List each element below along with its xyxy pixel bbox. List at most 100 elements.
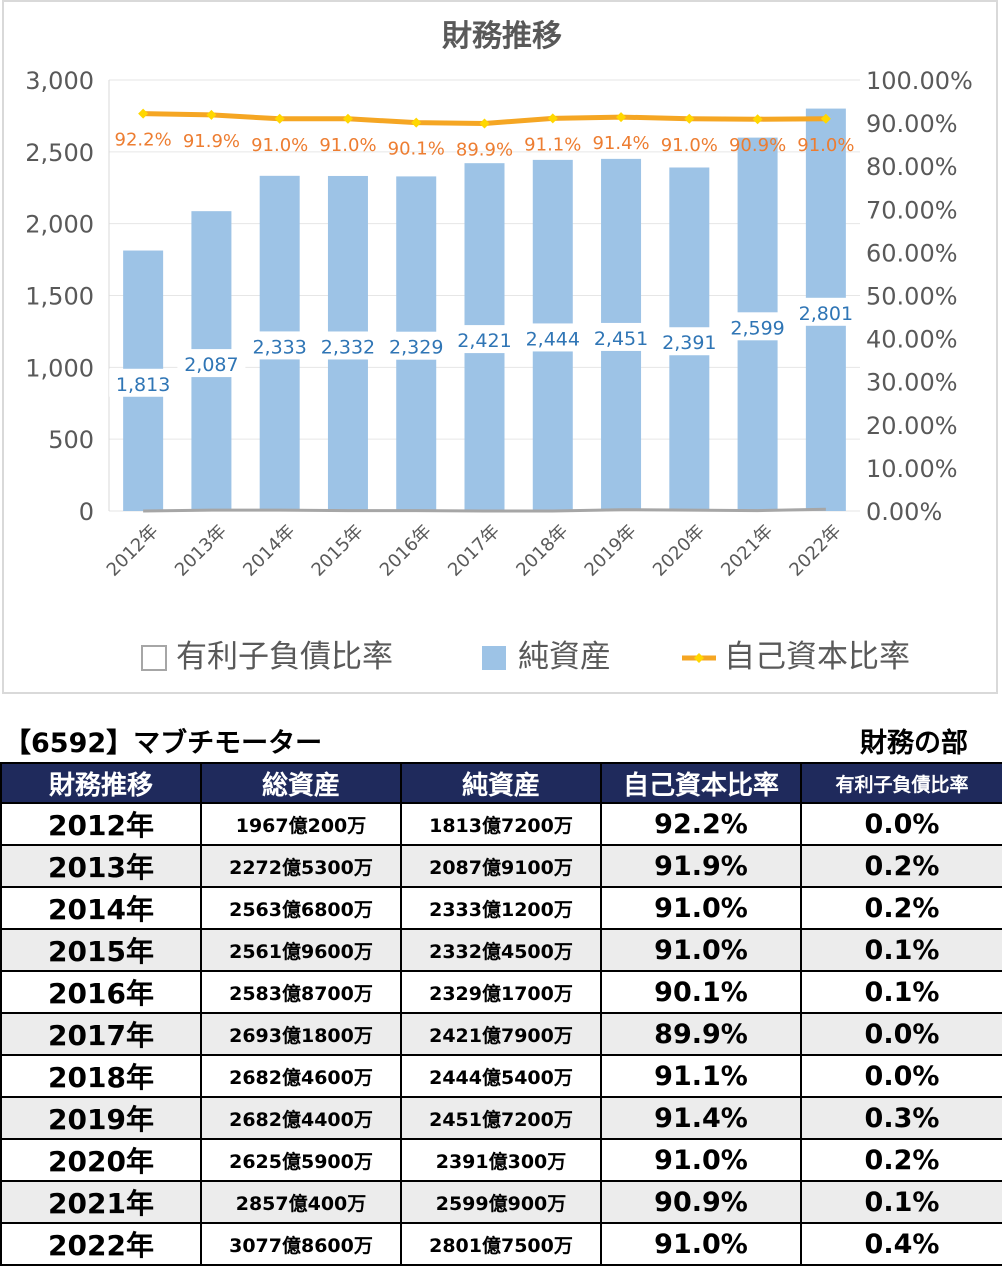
section-label: 財務の部	[860, 728, 968, 759]
cell-debt-ratio: 0.1%	[800, 970, 1002, 1014]
y-tick-label: 0	[79, 498, 94, 526]
bar-data-label: 2,332	[321, 336, 375, 358]
bar-label-bg	[109, 368, 178, 397]
y2-tick-label: 60.00%	[866, 239, 958, 267]
table-row: 2019年 2682億4400万 2451億7200万 91.4% 0.3%	[0, 1096, 1002, 1140]
cell-total-assets: 1967億200万	[200, 802, 402, 846]
cell-equity-ratio: 91.0%	[600, 928, 802, 972]
cell-equity-ratio: 91.1%	[600, 1054, 802, 1098]
bar-label-bg	[245, 331, 314, 360]
x-tick-label: 2018年	[512, 521, 572, 581]
company-title: 【6592】マブチモーター	[4, 728, 323, 759]
header-equity-ratio: 自己資本比率	[600, 762, 802, 804]
y2-tick-label: 50.00%	[866, 283, 958, 311]
bar-data-label: 2,421	[457, 330, 511, 352]
cell-year: 2020年	[0, 1138, 202, 1182]
equity-marker	[616, 112, 627, 123]
cell-debt-ratio: 0.0%	[800, 1054, 1002, 1098]
y-tick-label: 1,000	[25, 354, 94, 382]
cell-year: 2016年	[0, 970, 202, 1014]
bar-data-label: 2,801	[799, 303, 853, 325]
cell-total-assets: 2693億1800万	[200, 1012, 402, 1056]
header-net-assets: 純資産	[400, 762, 602, 804]
table-row: 2015年 2561億9600万 2332億4500万 91.0% 0.1%	[0, 928, 1002, 972]
equity-data-label: 91.1%	[524, 134, 581, 155]
x-tick-label: 2020年	[649, 521, 709, 581]
y2-tick-label: 90.00%	[866, 110, 958, 138]
y-tick-label: 500	[48, 426, 94, 454]
cell-year: 2022年	[0, 1222, 202, 1266]
equity-marker	[820, 113, 831, 124]
cell-equity-ratio: 90.1%	[600, 970, 802, 1014]
table-row: 2016年 2583億8700万 2329億1700万 90.1% 0.1%	[0, 970, 1002, 1014]
table-row: 2012年 1967億200万 1813億7200万 92.2% 0.0%	[0, 802, 1002, 846]
cell-debt-ratio: 0.0%	[800, 802, 1002, 846]
cell-year: 2018年	[0, 1054, 202, 1098]
cell-net-assets: 2801億7500万	[400, 1222, 602, 1266]
financial-chart: 財務推移 0 500 1,000 1,500 2,000 2,500 3,000 0.00% 10…	[25, 19, 973, 675]
cell-net-assets: 2391億300万	[400, 1138, 602, 1182]
x-tick-label: 2022年	[785, 521, 845, 581]
equity-marker	[547, 113, 558, 124]
bar-data-label: 2,391	[662, 332, 716, 354]
cell-equity-ratio: 89.9%	[600, 1012, 802, 1056]
x-tick-label: 2013年	[171, 521, 231, 581]
y2-tick-label: 30.00%	[866, 369, 958, 397]
bar-label-bg	[791, 297, 860, 326]
chart-panel: 財務推移 0 500 1,000 1,500 2,000 2,500 3,000 0.00% 10…	[2, 0, 998, 694]
equity-marker	[206, 109, 217, 120]
equity-marker	[684, 113, 695, 124]
cell-net-assets: 2599億900万	[400, 1180, 602, 1224]
x-tick-label: 2014年	[239, 521, 299, 581]
legend-marker-equity	[694, 653, 704, 663]
bar-label-bg	[723, 312, 792, 341]
legend-swatch-debt	[141, 645, 167, 671]
section-header: 【6592】マブチモーター 財務の部	[0, 726, 1002, 762]
bar-label-bg	[313, 331, 382, 360]
equity-marker	[274, 113, 285, 124]
cell-net-assets: 2087億9100万	[400, 844, 602, 888]
line-debt-ratio	[143, 507, 826, 513]
equity-marker	[479, 118, 490, 129]
cell-debt-ratio: 0.1%	[800, 1180, 1002, 1224]
equity-marker	[752, 114, 763, 125]
cell-total-assets: 2583億8700万	[200, 970, 402, 1014]
cell-net-assets: 2333億1200万	[400, 886, 602, 930]
cell-total-assets: 2625億5900万	[200, 1138, 402, 1182]
equity-data-label: 90.1%	[388, 139, 445, 160]
bar-label-bg	[587, 322, 656, 351]
x-tick-label: 2019年	[581, 521, 641, 581]
cell-debt-ratio: 0.0%	[800, 1012, 1002, 1056]
cell-year: 2021年	[0, 1180, 202, 1224]
legend-label-net-assets: 純資産	[518, 639, 611, 675]
cell-debt-ratio: 0.2%	[800, 1138, 1002, 1182]
cell-year: 2013年	[0, 844, 202, 888]
cell-equity-ratio: 91.0%	[600, 1222, 802, 1266]
cell-net-assets: 2451億7200万	[400, 1096, 602, 1140]
y2-tick-label: 20.00%	[866, 412, 958, 440]
chart-title: 財務推移	[442, 19, 562, 54]
equity-data-label: 90.9%	[729, 135, 786, 156]
x-tick-label: 2017年	[444, 521, 504, 581]
cell-debt-ratio: 0.2%	[800, 886, 1002, 930]
table-row: 2022年 3077億8600万 2801億7500万 91.0% 0.4%	[0, 1222, 1002, 1266]
bar-data-label: 2,451	[594, 328, 648, 350]
table-header-row: 財務推移 総資産 純資産 自己資本比率 有利子負債比率	[0, 762, 1002, 804]
header-total-assets: 総資産	[200, 762, 402, 804]
cell-equity-ratio: 91.0%	[600, 886, 802, 930]
table-row: 2020年 2625億5900万 2391億300万 91.0% 0.2%	[0, 1138, 1002, 1182]
y2-tick-label: 70.00%	[866, 196, 958, 224]
equity-marker	[138, 108, 149, 119]
cell-net-assets: 2329億1700万	[400, 970, 602, 1014]
y2-tick-label: 80.00%	[866, 153, 958, 181]
bar-data-label: 2,444	[526, 328, 580, 350]
equity-data-label: 92.2%	[115, 130, 172, 151]
cell-equity-ratio: 91.0%	[600, 1138, 802, 1182]
cell-year: 2012年	[0, 802, 202, 846]
cell-net-assets: 2444億5400万	[400, 1054, 602, 1098]
equity-data-label: 91.0%	[661, 135, 718, 156]
y-tick-label: 2,500	[25, 139, 94, 167]
financial-table: 財務推移 総資産 純資産 自己資本比率 有利子負債比率 2012年 1967億20…	[0, 762, 1002, 1266]
equity-marker	[342, 113, 353, 124]
cell-total-assets: 2682億4400万	[200, 1096, 402, 1140]
